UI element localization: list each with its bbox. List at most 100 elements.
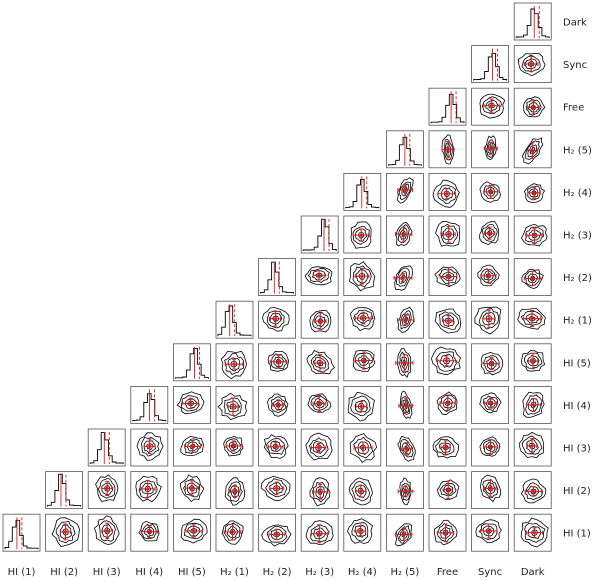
- contour-level-1: [478, 523, 498, 540]
- panel-r11-c3: [130, 471, 169, 510]
- panel-frame: [215, 385, 254, 424]
- panel-r11-c7: [300, 471, 339, 510]
- best-fit-point: [532, 531, 537, 535]
- best-fit-point: [105, 486, 109, 491]
- best-fit-point: [532, 191, 536, 195]
- contour-level-0: [305, 520, 334, 546]
- panel-r2-c10: [428, 87, 467, 126]
- row-label: H₂ (1): [563, 316, 592, 327]
- best-fit-point: [532, 233, 537, 237]
- contour-level-1: [352, 265, 372, 288]
- x-tick-label: H₂ (3): [305, 567, 334, 578]
- panel-r12-c5: [215, 513, 254, 552]
- contour-level-0: [350, 307, 376, 332]
- best-fit-point: [63, 530, 68, 534]
- best-fit-point: [276, 360, 281, 364]
- contour-level-0: [260, 475, 291, 501]
- panel-r1-c12: [513, 45, 552, 83]
- contour-level-2: [442, 484, 454, 495]
- panel-r7-c10: [428, 300, 467, 339]
- panel-frame: [215, 513, 254, 552]
- best-fit-point: [192, 529, 196, 533]
- contour-level-3: [229, 528, 236, 536]
- panel-r9-c7: [300, 385, 339, 424]
- contour-level-0: [484, 135, 497, 161]
- panel-r9-c10: [428, 385, 467, 424]
- contour-level-1: [307, 267, 330, 283]
- panel-r5-c9: [385, 215, 424, 254]
- panel-r4-c12: [513, 172, 552, 211]
- panel-r11-c6: [258, 471, 297, 510]
- contour-level-0: [434, 308, 462, 334]
- row-label: H₂ (5): [563, 145, 592, 156]
- contour-level-0: [520, 517, 549, 548]
- panel-r4-c10: [428, 172, 467, 211]
- best-fit-point: [445, 192, 449, 196]
- row-label: H₂ (3): [563, 231, 592, 242]
- x-tick-label: HI (5): [178, 567, 206, 578]
- panel-r7-c11: [471, 300, 510, 339]
- best-fit-point: [402, 361, 406, 365]
- contour-level-1: [483, 395, 499, 411]
- contour-level-0: [221, 520, 244, 545]
- contour-level-2: [186, 441, 199, 452]
- contour-level-1: [180, 395, 200, 412]
- contour-level-1: [520, 310, 543, 326]
- best-fit-point: [489, 401, 493, 405]
- row-label: Free: [563, 103, 584, 114]
- contour-level-1: [138, 479, 158, 499]
- panel-r6-c7: [300, 258, 339, 297]
- contour-level-0: [394, 523, 412, 547]
- panel-r8-c9: [385, 343, 424, 382]
- contour-level-0: [224, 477, 246, 506]
- best-fit-point: [276, 403, 280, 407]
- contour-level-1: [312, 311, 329, 330]
- row-label: H₂ (2): [563, 273, 592, 284]
- contour-level-2: [101, 523, 114, 539]
- panel-r7-c8: [343, 300, 382, 339]
- contour-level-0: [474, 306, 502, 335]
- contour-level-1: [397, 525, 411, 544]
- panel-r12-c11: [471, 513, 510, 552]
- panel-r8-c7: [300, 343, 339, 382]
- contour-level-0: [223, 435, 244, 457]
- panel-frame: [87, 428, 126, 467]
- contour-level-0: [479, 93, 506, 119]
- contour-level-2: [527, 273, 539, 284]
- contour-level-2: [440, 187, 454, 201]
- contour-level-1: [438, 268, 458, 284]
- contour-level-2: [226, 400, 241, 413]
- panel-r9-c9: [385, 385, 424, 424]
- panel-r11-c9: [385, 471, 424, 510]
- contour-level-2: [484, 227, 496, 240]
- best-fit-point: [531, 489, 535, 494]
- contour-level-0: [306, 349, 335, 375]
- contour-level-2: [439, 526, 451, 539]
- contour-level-0: [267, 393, 289, 417]
- contour-level-0: [479, 436, 501, 457]
- panel-r12-c3: [130, 513, 169, 552]
- contour-level-0: [432, 436, 460, 459]
- contour-level-2: [356, 312, 370, 325]
- best-fit-point: [318, 490, 322, 494]
- panel-r10-c7: [300, 428, 339, 467]
- best-fit-point: [402, 232, 406, 236]
- contour-level-1: [523, 352, 543, 369]
- best-fit-point: [443, 531, 448, 535]
- best-fit-point: [488, 486, 492, 490]
- x-tick-label: H₂ (5): [390, 567, 419, 578]
- panel-r6-c9: [385, 258, 424, 297]
- panel-r7-c12: [513, 300, 552, 339]
- contour-level-0: [523, 183, 546, 203]
- contour-level-1: [183, 478, 201, 498]
- contour-level-1: [521, 435, 543, 455]
- best-fit-point: [405, 447, 409, 451]
- panel-r10-c2: [87, 428, 126, 467]
- contour-level-1: [525, 227, 545, 245]
- panel-r5-c12: [513, 215, 552, 254]
- contour-level-1: [140, 523, 157, 539]
- x-tick-label: Dark: [521, 567, 545, 578]
- panel-frame: [130, 471, 169, 510]
- contour-level-2: [442, 271, 455, 281]
- contour-level-2: [227, 525, 239, 539]
